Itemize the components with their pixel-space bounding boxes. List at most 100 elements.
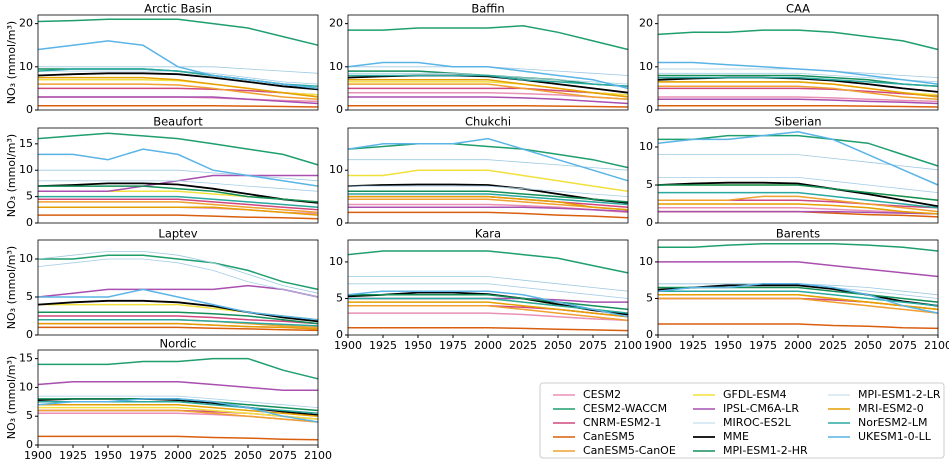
- axes-frame: [657, 239, 939, 336]
- y-tick-label: 0: [646, 216, 653, 229]
- x-tick-label: 2025: [819, 339, 847, 352]
- series-line: [658, 176, 939, 193]
- y-tick-label: 5: [646, 291, 653, 304]
- series-line: [657, 131, 939, 186]
- series-line: [38, 83, 319, 100]
- x-tick-label: 2050: [544, 339, 572, 352]
- axes-frame: [37, 349, 319, 446]
- series-line: [348, 25, 629, 51]
- legend-label: CNRM-ESM2-1: [583, 416, 661, 429]
- series-line: [37, 40, 319, 90]
- x-tick-label: 1925: [679, 339, 707, 352]
- series-line: [348, 190, 629, 203]
- series-line: [658, 195, 939, 213]
- series-line: [658, 297, 939, 314]
- x-tick-label: 2075: [579, 339, 607, 352]
- series-line: [38, 435, 319, 441]
- series-line: [38, 96, 319, 105]
- series-line: [348, 326, 629, 332]
- series-line: [348, 79, 629, 98]
- series-line: [658, 87, 939, 97]
- series-line: [348, 83, 629, 100]
- y-tick-label: 5: [336, 291, 343, 304]
- y-tick-label: 0: [336, 216, 343, 229]
- x-tick-label: 2000: [784, 339, 812, 352]
- series-line: [348, 74, 629, 88]
- series-line: [348, 185, 629, 197]
- y-tick-label: 0: [26, 438, 33, 451]
- series-line: [658, 98, 939, 105]
- y-tick-label: 5: [646, 178, 653, 191]
- series-line: [37, 18, 319, 46]
- series-line: [38, 322, 319, 330]
- y-tick-label: 10: [639, 60, 653, 73]
- x-tick-label: 2025: [509, 339, 537, 352]
- x-tick-label: 1975: [439, 339, 467, 352]
- series-line: [658, 203, 939, 215]
- y-tick-label: 15: [19, 137, 33, 150]
- x-tick-label: 1975: [749, 339, 777, 352]
- series-line: [348, 193, 629, 206]
- series-line: [38, 66, 319, 74]
- legend-label: CESM2-WACCM: [583, 402, 667, 415]
- series-line: [347, 250, 629, 274]
- series-line: [347, 137, 629, 182]
- y-tick-label: 10: [19, 380, 33, 393]
- axes-frame: [657, 127, 939, 224]
- legend-label: NorESM2-LM: [858, 416, 928, 429]
- series-line: [38, 169, 319, 182]
- panel-title: Baffin: [471, 2, 504, 16]
- series-line: [38, 357, 319, 380]
- series-line: [38, 198, 319, 211]
- x-tick-label: 2100: [924, 339, 949, 352]
- series-line: [37, 132, 319, 166]
- y-tick-label: 15: [19, 352, 33, 365]
- y-tick-label: 0: [336, 103, 343, 116]
- y-axis-label: NO₃ (mmol/m³): [5, 21, 18, 104]
- series-line: [348, 206, 629, 213]
- y-tick-label: 0: [646, 103, 653, 116]
- x-tick-label: 1900: [334, 339, 362, 352]
- series-line: [38, 195, 319, 208]
- panel-title: Barents: [776, 227, 820, 241]
- legend-label: MRI-ESM2-0: [858, 402, 924, 415]
- series-line: [37, 284, 319, 298]
- series-line: [348, 297, 629, 314]
- series-line: [658, 210, 939, 215]
- y-axis-label: NO₃ (mmol/m³): [5, 246, 18, 329]
- x-tick-label: 2000: [474, 339, 502, 352]
- axes-frame: [347, 14, 629, 111]
- series-line: [348, 312, 629, 322]
- legend-label: MIROC-ES2L: [723, 416, 792, 429]
- series-line: [38, 214, 319, 220]
- series-line: [38, 104, 319, 108]
- legend-label: UKESM1-0-LL: [858, 430, 932, 443]
- series-line: [658, 85, 939, 100]
- series-line: [37, 380, 318, 392]
- series-line: [658, 134, 939, 167]
- legend-label: IPSL-CM6A-LR: [723, 402, 799, 415]
- y-tick-label: 5: [26, 409, 33, 422]
- series-line: [348, 294, 629, 311]
- series-line: [348, 195, 629, 211]
- series-line: [347, 291, 629, 316]
- x-tick-label: 2100: [614, 339, 642, 352]
- legend-label: MPI-ESM1-2-LR: [858, 388, 941, 401]
- axes-frame: [37, 239, 319, 336]
- y-tick-label: 5: [26, 290, 33, 303]
- y-tick-label: 0: [646, 328, 653, 341]
- legend-label: MPI-ESM1-2-HR: [723, 444, 808, 457]
- x-tick-label: 2075: [889, 339, 917, 352]
- panel-title: Chukchi: [465, 115, 511, 129]
- series-line: [348, 301, 629, 318]
- series-line: [658, 261, 939, 278]
- series-line: [38, 288, 319, 321]
- series-line: [347, 143, 629, 169]
- series-line: [38, 326, 319, 332]
- y-tick-label: 0: [26, 216, 33, 229]
- y-tick-label: 0: [26, 328, 33, 341]
- series-line: [348, 198, 629, 211]
- series-line: [658, 191, 939, 209]
- series-line: [658, 290, 939, 307]
